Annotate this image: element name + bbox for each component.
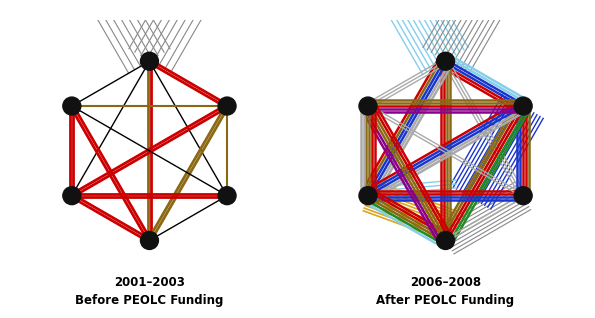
Circle shape bbox=[359, 97, 377, 115]
Circle shape bbox=[140, 232, 158, 249]
Circle shape bbox=[63, 97, 81, 115]
Text: After PEOLC Funding: After PEOLC Funding bbox=[377, 294, 515, 307]
Text: 2001–2003: 2001–2003 bbox=[114, 276, 185, 289]
Circle shape bbox=[514, 97, 532, 115]
Circle shape bbox=[437, 52, 455, 70]
Text: Before PEOLC Funding: Before PEOLC Funding bbox=[75, 294, 224, 307]
Circle shape bbox=[140, 52, 158, 70]
Text: 2006–2008: 2006–2008 bbox=[410, 276, 481, 289]
Circle shape bbox=[359, 187, 377, 204]
Circle shape bbox=[218, 187, 236, 204]
Circle shape bbox=[63, 187, 81, 204]
Circle shape bbox=[437, 232, 455, 249]
Circle shape bbox=[514, 187, 532, 204]
Circle shape bbox=[218, 97, 236, 115]
